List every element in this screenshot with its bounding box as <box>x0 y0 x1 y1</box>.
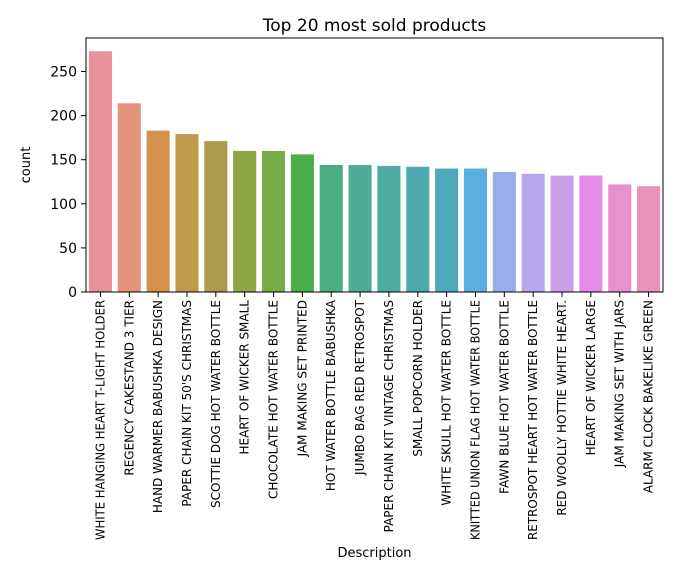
y-axis-label: count <box>19 147 34 184</box>
y-tick-label: 250 <box>50 65 77 81</box>
y-axis-ticks: 0 50 100 150 200 250 <box>50 65 86 301</box>
x-tick-label: HAND WARMER BABUSHKA DESIGN <box>151 300 165 513</box>
x-tick-label: HEART OF WICKER SMALL <box>238 300 252 455</box>
bars <box>88 51 661 292</box>
x-tick-label: SMALL POPCORN HOLDER <box>411 300 425 457</box>
bar <box>146 130 170 292</box>
x-axis-ticks: WHITE HANGING HEART T-LIGHT HOLDER REGENC… <box>93 292 656 540</box>
y-tick-label: 100 <box>50 197 77 213</box>
bar <box>435 168 459 292</box>
x-tick-label: WHITE SKULL HOT WATER BOTTLE <box>440 300 454 506</box>
x-tick-label: WHITE HANGING HEART T-LIGHT HOLDER <box>93 300 107 540</box>
x-tick-label: REGENCY CAKESTAND 3 TIER <box>122 300 136 476</box>
x-tick-label: RETROSPOT HEART HOT WATER BOTTLE <box>526 300 540 540</box>
x-tick-label: ALARM CLOCK BAKELIKE GREEN <box>642 300 656 493</box>
bar <box>492 172 516 292</box>
bar <box>608 184 632 292</box>
y-tick-label: 150 <box>50 153 77 169</box>
bar <box>377 165 401 292</box>
chart-title: Top 20 most sold products <box>262 16 487 36</box>
x-tick-label: PAPER CHAIN KIT 50'S CHRISTMAS <box>180 300 194 507</box>
bar <box>261 150 286 292</box>
x-tick-label: KNITTED UNION FLAG HOT WATER BOTTLE <box>468 300 482 540</box>
bar <box>117 103 141 292</box>
x-axis-label: Description <box>337 546 411 561</box>
y-tick-label: 0 <box>68 285 77 301</box>
bar <box>204 141 228 292</box>
x-tick-label: RED WOOLLY HOTTIE WHITE HEART. <box>555 300 569 516</box>
x-tick-label: SCOTTIE DOG HOT WATER BOTTLE <box>209 300 223 508</box>
bar <box>406 166 430 292</box>
y-tick-label: 200 <box>50 109 77 125</box>
bar <box>463 168 488 292</box>
x-tick-label: HOT WATER BOTTLE BABUSHKA <box>324 299 338 491</box>
bar <box>88 51 112 292</box>
x-tick-label: JAM MAKING SET WITH JARS <box>613 300 627 468</box>
bar <box>348 165 372 292</box>
bar <box>233 150 257 292</box>
bar <box>521 173 545 292</box>
x-tick-label: HEART OF WICKER LARGE <box>584 300 598 455</box>
x-tick-label: FAWN BLUE HOT WATER BOTTLE <box>497 300 511 494</box>
x-tick-label: PAPER CHAIN KIT VINTAGE CHRISTMAS <box>382 300 396 532</box>
y-tick-label: 50 <box>59 241 77 257</box>
bar <box>175 134 199 292</box>
x-tick-label: JUMBO BAG RED RETROSPOT <box>353 299 367 476</box>
bar <box>637 186 661 292</box>
x-tick-label: JAM MAKING SET PRINTED <box>295 300 309 457</box>
bar <box>290 154 314 292</box>
bar <box>579 175 603 292</box>
plot-frame <box>85 37 664 293</box>
bar <box>319 165 343 292</box>
bar <box>550 175 574 292</box>
x-tick-label: CHOCOLATE HOT WATER BOTTLE <box>267 300 281 499</box>
